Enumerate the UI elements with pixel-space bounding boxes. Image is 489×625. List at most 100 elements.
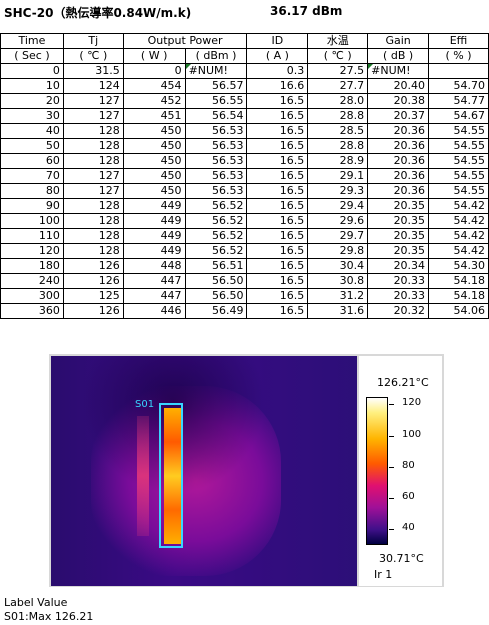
- table-cell: 54.55: [428, 183, 489, 199]
- table-cell: 56.50: [184, 288, 248, 304]
- table-cell: 446: [122, 303, 186, 319]
- unit-power-w: ( W ): [122, 48, 186, 64]
- table-cell: 449: [122, 198, 186, 214]
- min-temperature: 30.71°C: [379, 552, 424, 565]
- table-cell: 56.53: [184, 153, 248, 169]
- table-cell: 125: [62, 288, 124, 304]
- col-header-effi: Effi: [428, 33, 489, 49]
- table-cell: 50: [0, 138, 64, 154]
- table-cell: 40: [0, 123, 64, 139]
- table-cell: 450: [122, 123, 186, 139]
- col-header-time: Time: [0, 33, 64, 49]
- table-cell: 80: [0, 183, 64, 199]
- table-cell: 70: [0, 168, 64, 184]
- table-cell: 31.5: [62, 63, 124, 79]
- thermal-image-panel: S01 126.21°C 120 100 80 60 40 30.71°C Ir…: [49, 354, 444, 587]
- table-cell: 27.7: [307, 78, 369, 94]
- col-header-water-temp: 水温: [307, 33, 369, 49]
- table-cell: 54.55: [428, 123, 489, 139]
- table-cell: 54.55: [428, 153, 489, 169]
- table-cell: 56.52: [184, 198, 248, 214]
- table-cell: 56.53: [184, 183, 248, 199]
- thermal-image: S01: [51, 356, 357, 586]
- unit-power-dbm: ( dBm ): [184, 48, 248, 64]
- table-cell: 128: [62, 123, 124, 139]
- scale-tick-mark: [389, 498, 394, 499]
- table-cell: 29.1: [307, 168, 369, 184]
- table-cell: 127: [62, 183, 124, 199]
- table-cell: 27.5: [307, 63, 369, 79]
- header-row-units: ( Sec ) ( ℃ ) ( W ) ( dBm ) ( A ) ( ℃ ) …: [0, 48, 489, 64]
- table-cell: 20.32: [367, 303, 430, 319]
- table-cell: 127: [62, 168, 124, 184]
- table-cell: 10: [0, 78, 64, 94]
- table-row: 240 126 447 56.50 16.5 30.8 20.33 54.18: [0, 273, 489, 289]
- table-cell: 16.5: [246, 213, 309, 229]
- table-cell: 128: [62, 213, 124, 229]
- table-cell: 240: [0, 273, 64, 289]
- table-cell: 56.52: [184, 243, 248, 259]
- table-cell: 124: [62, 78, 124, 94]
- table-cell: 20.38: [367, 93, 430, 109]
- header-row-1: Time Tj Output Power ID 水温 Gain Effi: [0, 33, 489, 49]
- col-header-id: ID: [246, 33, 309, 49]
- table-cell: 450: [122, 168, 186, 184]
- scale-tick-mark: [389, 467, 394, 468]
- table-cell: 28.0: [307, 93, 369, 109]
- table-row: 110 128 449 56.52 16.5 29.7 20.35 54.42: [0, 228, 489, 244]
- table-cell: 30.8: [307, 273, 369, 289]
- roi-box[interactable]: [159, 403, 183, 548]
- table-cell: 128: [62, 243, 124, 259]
- table-cell: 300: [0, 288, 64, 304]
- table-cell: 449: [122, 243, 186, 259]
- table-cell: 127: [62, 108, 124, 124]
- unit-water-temp: ( ℃ ): [307, 48, 369, 64]
- table-cell: 29.3: [307, 183, 369, 199]
- table-cell: 56.57: [184, 78, 248, 94]
- table-row: 20 127 452 56.55 16.5 28.0 20.38 54.77: [0, 93, 489, 109]
- table-cell: 31.6: [307, 303, 369, 319]
- heat-streak: [137, 416, 149, 536]
- table-cell: 56.49: [184, 303, 248, 319]
- table-cell: 16.5: [246, 183, 309, 199]
- unit-time: ( Sec ): [0, 48, 64, 64]
- table-row: 30 127 451 56.54 16.5 28.8 20.37 54.67: [0, 108, 489, 124]
- table-cell: 30: [0, 108, 64, 124]
- unit-gain: ( dB ): [367, 48, 430, 64]
- table-cell: 20.34: [367, 258, 430, 274]
- table-cell: 29.8: [307, 243, 369, 259]
- table-cell: 28.8: [307, 138, 369, 154]
- table-cell: 128: [62, 138, 124, 154]
- table-cell: 16.5: [246, 138, 309, 154]
- table-cell: 54.18: [428, 288, 489, 304]
- table-cell: 20.36: [367, 138, 430, 154]
- table-row: 60 128 450 56.53 16.5 28.9 20.36 54.55: [0, 153, 489, 169]
- table-cell: 20: [0, 93, 64, 109]
- scale-tick-100: 100: [402, 429, 422, 440]
- table-cell: 451: [122, 108, 186, 124]
- table-cell: 16.5: [246, 303, 309, 319]
- scale-tick-40: 40: [402, 522, 415, 533]
- scale-tick-mark: [389, 404, 394, 405]
- max-temperature: 126.21°C: [377, 376, 429, 389]
- table-row: 90 128 449 56.52 16.5 29.4 20.35 54.42: [0, 198, 489, 214]
- table-cell: 29.7: [307, 228, 369, 244]
- table-cell: 110: [0, 228, 64, 244]
- table-body: 0 31.5 0 #NUM! 0.3 27.5 #NUM! 10 124 454 56.57 16.6…: [0, 63, 489, 319]
- table-cell: 54.42: [428, 243, 489, 259]
- input-power-value: 36.17 dBm: [270, 4, 343, 18]
- table-cell: #NUM!: [367, 63, 430, 79]
- roi-readout: Label Value S01:Max 126.21: [4, 596, 93, 624]
- table-cell: 54.42: [428, 198, 489, 214]
- table-cell: 452: [122, 93, 186, 109]
- table-cell: 20.36: [367, 168, 430, 184]
- table-cell: 56.52: [184, 228, 248, 244]
- table-cell: 56.53: [184, 123, 248, 139]
- table-cell: 180: [0, 258, 64, 274]
- scale-tick-mark: [389, 436, 394, 437]
- table-cell: 90: [0, 198, 64, 214]
- table-cell: 54.30: [428, 258, 489, 274]
- table-row: 80 127 450 56.53 16.5 29.3 20.36 54.55: [0, 183, 489, 199]
- table-cell: 120: [0, 243, 64, 259]
- table-row: 50 128 450 56.53 16.5 28.8 20.36 54.55: [0, 138, 489, 154]
